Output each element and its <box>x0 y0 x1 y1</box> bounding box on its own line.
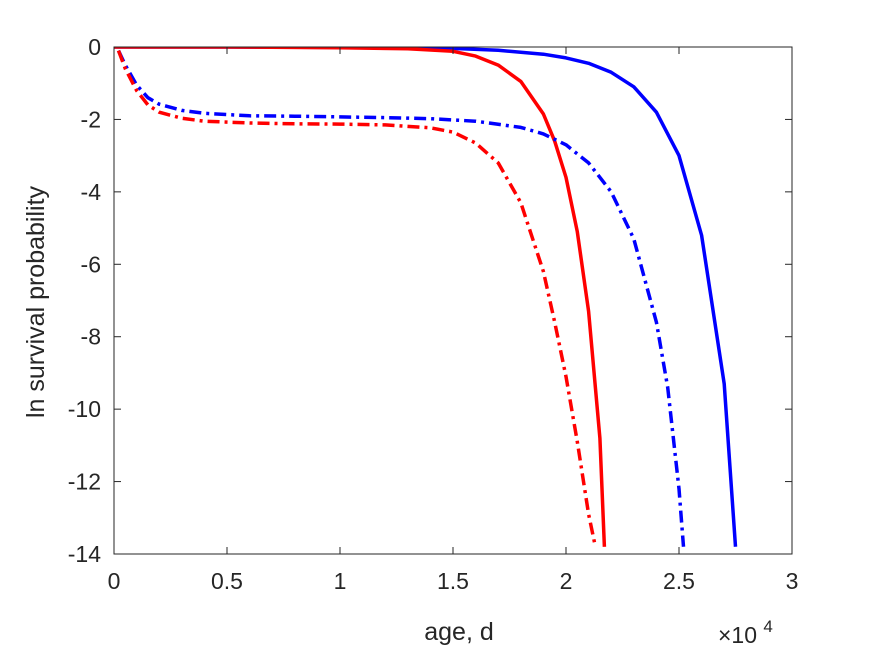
series-line-3 <box>116 49 686 547</box>
series-line-4 <box>116 49 598 548</box>
y-tick-label: -8 <box>81 324 101 350</box>
y-tick-label: -6 <box>81 251 101 277</box>
y-tick-label: -12 <box>68 469 101 495</box>
x-tick-label: 3 <box>786 568 799 594</box>
y-axis: 0 -2 -4 -6 -8 -10 -12 -14 <box>68 34 792 567</box>
y-tick-label: 0 <box>88 34 101 60</box>
y-tick-label: -2 <box>81 106 101 132</box>
x-tick-label: 0.5 <box>211 568 243 594</box>
x-axis-label: age, d <box>424 618 494 646</box>
x-tick-label: 2.5 <box>663 568 695 594</box>
y-tick-label: -4 <box>81 179 102 205</box>
series-line-1 <box>114 47 738 547</box>
x-tick-label: 0 <box>108 568 121 594</box>
series-layer <box>114 47 738 548</box>
y-axis-label: ln survival probability <box>22 185 50 418</box>
x-multiplier-base: ×10 <box>718 622 757 648</box>
x-tick-label: 2 <box>560 568 573 594</box>
x-tick-label: 1 <box>334 568 347 594</box>
x-axis-multiplier: ×10 4 <box>718 617 773 648</box>
x-axis: 0 0.5 1 1.5 2 2.5 3 <box>108 47 799 594</box>
x-tick-label: 1.5 <box>437 568 469 594</box>
y-tick-label: -14 <box>68 541 101 567</box>
series-line-2 <box>114 47 607 547</box>
x-multiplier-exponent: 4 <box>763 617 772 636</box>
y-tick-label: -10 <box>68 396 101 422</box>
